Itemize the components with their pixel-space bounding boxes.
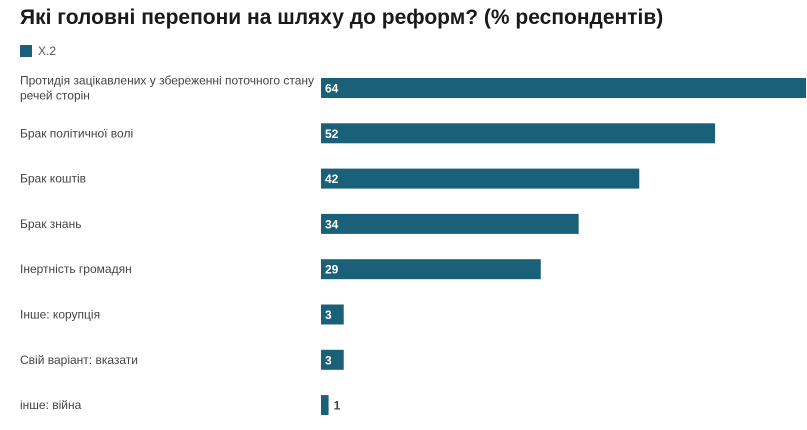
category-label: Брак коштів <box>20 172 86 186</box>
category-label: Брак політичної волі <box>20 126 133 140</box>
category-label: інше: війна <box>20 398 82 412</box>
chart-title: Які головні перепони на шляху до реформ?… <box>20 6 664 29</box>
data-label: 52 <box>325 127 339 141</box>
category-label: речей сторін <box>20 89 90 103</box>
data-label: 64 <box>325 82 339 96</box>
bar <box>321 349 344 370</box>
data-label: 1 <box>334 399 341 413</box>
bar <box>321 304 344 325</box>
bar <box>321 259 541 280</box>
data-label: 34 <box>325 217 339 231</box>
bar <box>321 213 579 234</box>
category-label: Інше: корупція <box>20 308 100 322</box>
category-label: Свій варіант: вказати <box>20 353 138 367</box>
data-label: 42 <box>325 172 339 186</box>
category-label: Брак знань <box>20 217 82 231</box>
bar <box>321 123 716 144</box>
bar <box>321 78 806 98</box>
data-label: 3 <box>325 353 332 367</box>
legend-label: Х.2 <box>38 44 57 58</box>
legend: Х.2 <box>20 44 56 58</box>
legend-swatch <box>20 45 32 57</box>
bar <box>321 395 329 416</box>
bar <box>321 168 640 189</box>
category-label: Інертність громадян <box>20 262 132 276</box>
category-label: Протидія зацікавлених у збереженні поточ… <box>20 74 314 88</box>
data-label: 29 <box>325 263 339 277</box>
data-label: 3 <box>325 308 332 322</box>
